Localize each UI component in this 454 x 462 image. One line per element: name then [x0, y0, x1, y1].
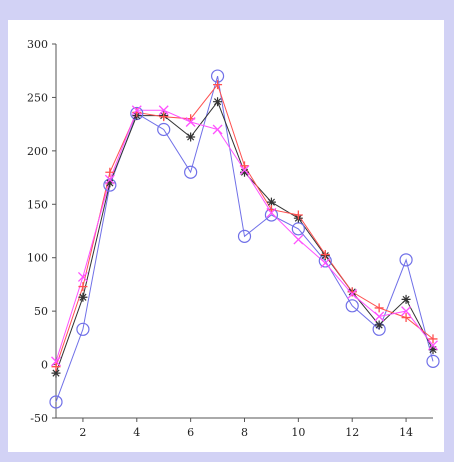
series-3-point: [78, 282, 88, 292]
series-lines: [55, 75, 434, 403]
y-tick-label: 100: [27, 252, 48, 265]
x-tick-label: 2: [79, 426, 86, 439]
series-1-point: [49, 395, 63, 409]
series-2-point: [213, 97, 223, 107]
x-tick-label: 10: [291, 426, 305, 439]
series-4-point: [320, 258, 331, 269]
y-tick-label: -50: [30, 412, 48, 425]
series-1-point: [76, 322, 90, 336]
chart-panel: -50 0 50 100 150 200 250 300 2 4 6 8 10 12 14: [8, 20, 444, 452]
series-3-point: [293, 210, 303, 220]
series-2-line: [55, 100, 434, 374]
y-tick-label: 250: [27, 91, 48, 104]
x-tick-label: 12: [345, 426, 359, 439]
series-3-point: [428, 334, 438, 344]
series-1-point: [157, 122, 171, 137]
series-2-point: [428, 345, 438, 355]
series-3-point: [159, 112, 169, 122]
series-3-point: [374, 303, 384, 313]
series-4-point: [239, 165, 250, 176]
line-chart: -50 0 50 100 150 200 250 300 2 4 6 8 10 12 14: [27, 38, 440, 439]
series-3-point: [320, 250, 330, 260]
series-2-point: [105, 178, 115, 188]
y-tick-label: 200: [27, 145, 48, 158]
x-tick-label: 8: [241, 426, 248, 439]
series-4-point: [104, 174, 115, 185]
series-4-point: [428, 340, 438, 351]
x-tick-label: 6: [187, 426, 194, 439]
series-3-point: [401, 313, 411, 323]
y-tick-label: 300: [27, 38, 48, 51]
series-2-point: [186, 132, 196, 142]
series-1-point: [184, 165, 198, 179]
series-markers: [49, 69, 440, 409]
series-2-point: [401, 294, 411, 304]
series-1-line: [55, 75, 434, 403]
y-tick-label: 150: [27, 198, 48, 211]
series-4-point: [374, 311, 385, 322]
series-4-point: [131, 105, 142, 116]
series-1-point: [345, 299, 359, 313]
series-1-point: [291, 222, 305, 236]
series-4-point: [401, 306, 412, 317]
series-2-point: [78, 292, 88, 302]
series-2-point: [374, 320, 384, 330]
series-2-point: [266, 197, 276, 207]
series-3-point: [240, 161, 249, 171]
series-1-point: [399, 253, 413, 267]
series-4-point: [266, 207, 277, 218]
series-3-point: [51, 362, 61, 372]
series-4-point: [212, 124, 223, 135]
series-1-point: [237, 229, 252, 243]
y-tick-label: 0: [41, 359, 48, 372]
series-4-point: [51, 356, 61, 367]
series-3-point: [213, 80, 223, 90]
series-4-point: [158, 105, 169, 116]
series-4-point: [77, 271, 88, 282]
series-4-point: [347, 289, 358, 300]
series-4-point: [293, 234, 304, 245]
series-2-point: [51, 368, 61, 378]
chart-axes: -50 0 50 100 150 200 250 300 2 4 6 8 10 12 14: [27, 38, 433, 439]
series-3-point: [105, 167, 115, 177]
y-tick-label: 50: [34, 305, 48, 318]
x-tick-label: 4: [133, 426, 140, 439]
series-2-point: [240, 167, 249, 177]
x-tick-label: 14: [399, 426, 413, 439]
series-4-point: [185, 117, 196, 127]
series-1-point: [426, 354, 440, 368]
